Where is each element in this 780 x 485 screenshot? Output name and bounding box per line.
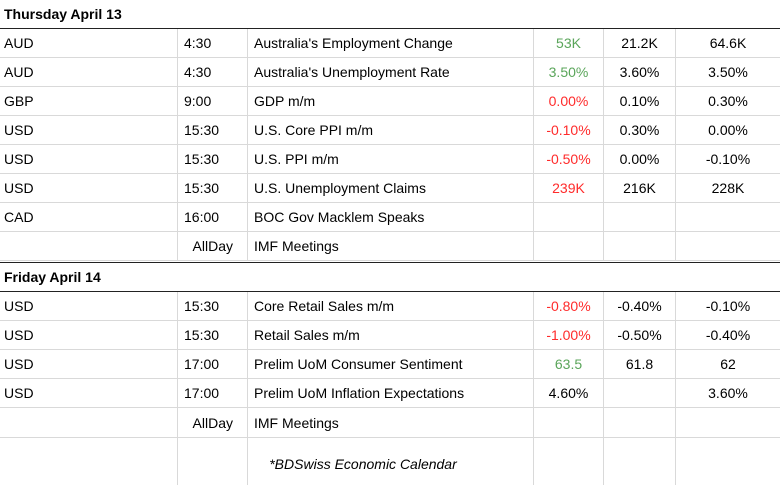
event-cell: BOC Gov Macklem Speaks [248,203,534,231]
actual-cell: 0.00% [534,87,604,115]
actual-cell [534,203,604,231]
previous-cell [676,232,780,260]
previous-cell: 64.6K [709,35,747,51]
time-cell: AllDay [178,408,248,437]
table-row: USD 15:30 U.S. PPI m/m -0.50% 0.00% -0.10% [0,145,780,174]
currency-cell: USD [0,350,178,378]
table-row: USD 17:00 Prelim UoM Inflation Expectation… [0,379,780,408]
section-title: Thursday April 13 [4,6,122,22]
event-cell: Australia's Employment Change [248,29,534,57]
section-title: Friday April 14 [4,269,101,285]
table-row: USD 15:30 U.S. Core PPI m/m -0.10% 0.30% 0.00… [0,116,780,145]
currency-cell [0,408,178,437]
time-cell: 15:30 [178,292,248,320]
table-row: CAD 16:00 BOC Gov Macklem Speaks [0,203,780,232]
time-cell: 16:00 [178,203,248,231]
actual-cell: -0.50% [534,145,604,173]
currency-cell: USD [0,145,178,173]
currency-cell [0,232,178,260]
event-cell: U.S. Unemployment Claims [248,174,534,202]
forecast-cell: 216K [604,174,676,202]
currency-cell: CAD [0,203,178,231]
table-row: AllDay IMF Meetings [0,408,780,438]
forecast-cell: 0.10% [604,87,676,115]
actual-cell: 3.50% [534,58,604,86]
actual-cell: 63.5 [534,350,604,378]
footer-row [0,438,780,485]
time-cell: 15:30 [178,174,248,202]
time-cell: 4:30 [178,58,248,86]
actual-cell [534,232,604,260]
forecast-cell [604,203,676,231]
currency-cell: USD [0,321,178,349]
event-cell: U.S. Core PPI m/m [248,116,534,144]
section-header-thursday: Thursday April 13 [0,0,780,29]
previous-cell: -0.10% [705,298,751,314]
time-cell: 4:30 [178,29,248,57]
actual-cell [534,408,604,437]
currency-cell: USD [0,174,178,202]
event-cell: IMF Meetings [248,408,534,437]
time-cell: AllDay [178,232,248,260]
time-cell: 15:30 [178,145,248,173]
section-header-friday: Friday April 14 [0,262,780,292]
actual-cell: 239K [534,174,604,202]
previous-cell: 0.00% [708,122,748,138]
actual-cell: 4.60% [534,379,604,407]
currency-cell: USD [0,116,178,144]
forecast-cell: -0.40% [604,292,676,320]
previous-cell: -0.40% [705,327,751,343]
forecast-cell: 61.8 [604,350,676,378]
actual-cell: -0.10% [534,116,604,144]
event-cell: GDP m/m [248,87,534,115]
time-cell: 17:00 [178,350,248,378]
event-cell: Prelim UoM Consumer Sentiment [248,350,534,378]
event-cell: IMF Meetings [248,232,534,260]
currency-cell: USD [0,292,178,320]
currency-cell: GBP [0,87,178,115]
forecast-cell: 0.00% [604,145,676,173]
currency-cell: AUD [0,29,178,57]
table-row: GBP 9:00 GDP m/m 0.00% 0.10% 0.30% [0,87,780,116]
event-cell: Australia's Unemployment Rate [248,58,534,86]
table-row: AllDay IMF Meetings [0,232,780,261]
previous-cell: 228K [711,180,745,196]
time-cell: 17:00 [178,379,248,407]
forecast-cell: 21.2K [604,29,676,57]
footer-text: *BDSwiss Economic Calendar [269,456,457,472]
footer-caption: *BDSwiss Economic Calendar [248,456,478,472]
table-row: USD 15:30 Retail Sales m/m -1.00% -0.50% -0.4… [0,321,780,350]
event-cell: Retail Sales m/m [248,321,534,349]
previous-cell: 62 [720,356,736,372]
table-row: USD 15:30 U.S. Unemployment Claims 239K 216K… [0,174,780,203]
forecast-cell: -0.50% [604,321,676,349]
currency-cell: AUD [0,58,178,86]
event-cell: U.S. PPI m/m [248,145,534,173]
table-row: AUD 4:30 Australia's Unemployment Rate 3.50… [0,58,780,87]
actual-cell: -0.80% [534,292,604,320]
previous-cell: 3.50% [708,64,748,80]
previous-cell [676,408,780,437]
previous-cell: -0.10% [705,151,751,167]
event-cell: Prelim UoM Inflation Expectations [248,379,534,407]
currency-cell: USD [0,379,178,407]
previous-cell: 0.30% [708,93,748,109]
time-cell: 15:30 [178,321,248,349]
table-row: AUD 4:30 Australia's Employment Change 53K 2… [0,29,780,58]
event-cell: Core Retail Sales m/m [248,292,534,320]
table-row: USD 15:30 Core Retail Sales m/m -0.80% -0.40… [0,292,780,321]
time-cell: 15:30 [178,116,248,144]
forecast-cell [604,379,676,407]
forecast-cell: 0.30% [604,116,676,144]
actual-cell: 53K [534,29,604,57]
table-row: USD 17:00 Prelim UoM Consumer Sentiment 63.… [0,350,780,379]
time-cell: 9:00 [178,87,248,115]
forecast-cell: 3.60% [604,58,676,86]
forecast-cell [604,408,676,437]
forecast-cell [604,232,676,260]
actual-cell: -1.00% [534,321,604,349]
previous-cell: 3.60% [708,385,748,401]
previous-cell [676,203,780,231]
